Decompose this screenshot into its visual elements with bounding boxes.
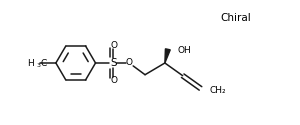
Text: H: H bbox=[27, 60, 34, 68]
Text: Chiral: Chiral bbox=[221, 13, 252, 23]
Text: S: S bbox=[110, 58, 117, 68]
Text: 3: 3 bbox=[36, 63, 40, 68]
Text: CH₂: CH₂ bbox=[209, 86, 226, 95]
Text: O: O bbox=[126, 58, 133, 68]
Text: C: C bbox=[40, 60, 46, 68]
Polygon shape bbox=[165, 49, 170, 63]
Text: O: O bbox=[111, 76, 118, 85]
Text: OH: OH bbox=[178, 46, 191, 55]
Text: O: O bbox=[111, 41, 118, 50]
